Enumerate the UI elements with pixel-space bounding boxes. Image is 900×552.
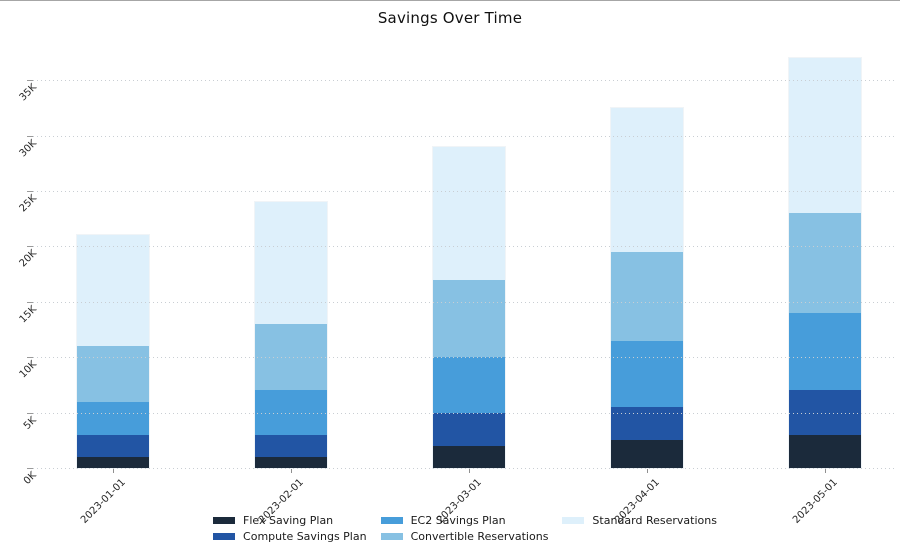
y-tick-label: 15K <box>17 303 39 326</box>
bar-segment-convertible-reservations <box>76 346 149 402</box>
y-tick-label: 35K <box>17 82 39 104</box>
legend-swatch <box>213 533 236 540</box>
x-axis-tick <box>468 469 470 473</box>
legend-label: Compute Savings Plan <box>243 530 367 543</box>
bar-segment-standard-reservations <box>254 202 327 324</box>
bar-segment-compute-savings-plan <box>254 434 327 457</box>
bar-segment-ec2-savings-plan <box>76 401 149 435</box>
legend-item-compute-savings-plan: Compute Savings Plan <box>213 530 367 543</box>
legend-swatch <box>562 517 585 524</box>
legend-item-flex-saving-plan: Flex Saving Plan <box>213 514 367 527</box>
bar-2023-04-01 <box>609 106 684 469</box>
bar-segment-compute-savings-plan <box>432 412 505 446</box>
bar-segment-ec2-savings-plan <box>788 312 861 391</box>
legend-column: Flex Saving Plan Compute Savings Plan <box>213 514 367 543</box>
legend-swatch <box>213 517 236 524</box>
legend-column: EC2 Savings Plan Convertible Reservations <box>380 514 549 543</box>
bar-segment-flex-saving-plan <box>788 434 861 468</box>
y-axis-tick <box>27 357 33 359</box>
y-tick-label: 25K <box>17 192 39 215</box>
y-tick-label: 30K <box>17 137 39 159</box>
bar-2023-05-01 <box>787 57 862 469</box>
y-tick-label: 20K <box>17 248 39 270</box>
bar-2023-01-01 <box>75 234 150 469</box>
legend-label: Convertible Reservations <box>410 530 549 543</box>
gridline <box>33 357 897 359</box>
y-tick-label: 5K <box>21 414 39 432</box>
bar-segment-flex-saving-plan <box>76 456 149 468</box>
y-axis-tick <box>27 412 33 414</box>
bar-segment-flex-saving-plan <box>610 440 683 468</box>
x-axis-tick <box>290 469 292 473</box>
legend-label: Flex Saving Plan <box>243 514 334 527</box>
legend-item-ec2-savings-plan: EC2 Savings Plan <box>380 514 549 527</box>
legend-item-standard-reservations: Standard Reservations <box>562 514 717 527</box>
gridline <box>33 301 897 303</box>
x-axis-tick <box>646 469 648 473</box>
bar-segment-convertible-reservations <box>254 323 327 391</box>
y-axis-tick <box>27 246 33 248</box>
legend-column: Standard Reservations <box>562 514 717 543</box>
legend-label: EC2 Savings Plan <box>410 514 506 527</box>
legend: Flex Saving Plan Compute Savings Plan EC2 … <box>15 514 900 543</box>
gridline <box>33 412 897 414</box>
y-axis-tick <box>27 135 33 137</box>
bar-segment-standard-reservations <box>610 107 683 252</box>
bar-segment-ec2-savings-plan <box>432 357 505 413</box>
chart-title: Savings Over Time <box>377 9 523 27</box>
legend-label: Standard Reservations <box>592 514 717 527</box>
bar-segment-standard-reservations <box>432 146 505 280</box>
bar-segment-standard-reservations <box>76 235 149 347</box>
bar-segment-flex-saving-plan <box>254 456 327 468</box>
bar-segment-convertible-reservations <box>788 213 861 313</box>
gridline <box>33 135 897 137</box>
y-axis-tick <box>27 190 33 192</box>
bar-segment-ec2-savings-plan <box>610 340 683 408</box>
y-axis-tick <box>27 301 33 303</box>
x-axis-tick <box>824 469 826 473</box>
bar-segment-flex-saving-plan <box>432 445 505 468</box>
legend-item-convertible-reservations: Convertible Reservations <box>380 530 549 543</box>
gridline <box>33 190 897 192</box>
bar-segment-convertible-reservations <box>432 279 505 358</box>
y-axis-tick <box>27 468 33 469</box>
bar-2023-02-01 <box>253 201 328 469</box>
bar-segment-compute-savings-plan <box>76 434 149 457</box>
gridline <box>33 246 897 248</box>
gridline <box>33 468 897 469</box>
x-axis-tick <box>112 469 114 473</box>
bar-2023-03-01 <box>431 145 506 469</box>
gridline <box>33 80 897 82</box>
y-tick-label: 0K <box>21 470 39 487</box>
y-axis-tick <box>27 80 33 82</box>
legend-swatch <box>380 517 403 524</box>
bar-segment-convertible-reservations <box>610 251 683 341</box>
legend-swatch <box>380 533 403 540</box>
y-tick-label: 10K <box>17 359 39 381</box>
